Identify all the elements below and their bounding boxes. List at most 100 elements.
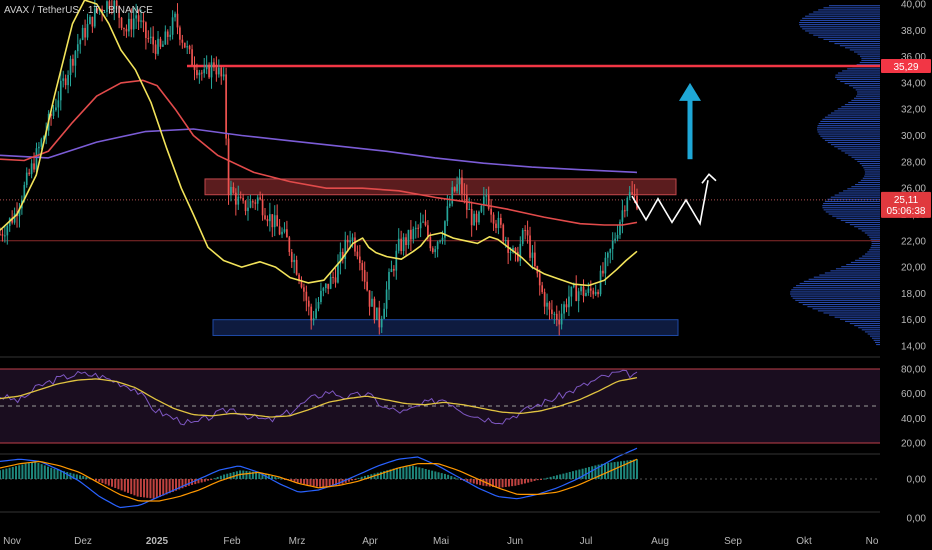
volume-profile-bar xyxy=(830,144,880,146)
macd-histogram-bar xyxy=(424,469,427,479)
volume-profile-bar xyxy=(864,331,880,333)
volume-profile-bar xyxy=(841,150,880,152)
macd-histogram-bar xyxy=(309,479,312,486)
macd-histogram-bar xyxy=(280,478,283,480)
macd-histogram-bar xyxy=(56,469,59,479)
macd-histogram-bar xyxy=(8,467,11,479)
volume-profile-bar xyxy=(793,287,880,289)
volume-profile-bar xyxy=(822,118,880,120)
candle-body xyxy=(35,148,38,170)
macd-histogram-bar xyxy=(277,477,280,479)
macd-histogram-bar xyxy=(37,462,40,479)
candle-body xyxy=(276,215,279,227)
candle-body xyxy=(244,200,247,212)
volume-profile-bar xyxy=(832,215,880,217)
candle-body xyxy=(205,64,208,70)
volume-profile-bar xyxy=(824,272,880,274)
macd-histogram-bar xyxy=(15,466,18,479)
macd-histogram-bar xyxy=(565,472,568,479)
macd-histogram-bar xyxy=(479,479,482,486)
macd-histogram-bar xyxy=(568,471,571,479)
macd-histogram-bar xyxy=(392,468,395,479)
candle-body xyxy=(256,197,259,204)
macd-histogram-bar xyxy=(50,467,53,479)
candle-body xyxy=(6,225,9,236)
time-axis[interactable]: Nov Dez 2025 Feb Mrz Apr Mai Jun Jul Aug Sep Okt No xyxy=(3,536,879,547)
macd-histogram-bar xyxy=(328,479,331,488)
volume-profile-bar xyxy=(835,76,880,78)
macd-histogram-bar xyxy=(437,472,440,479)
volume-profile-bar xyxy=(870,247,880,249)
rsi-pane[interactable] xyxy=(0,368,880,444)
volume-profile-bar xyxy=(839,45,880,47)
candle-body xyxy=(602,270,604,274)
volume-profile-bar xyxy=(858,327,880,329)
macd-histogram-bar xyxy=(82,476,85,479)
candle-body xyxy=(371,298,373,307)
candle-body xyxy=(619,221,621,235)
macd-histogram-bar xyxy=(18,465,21,479)
candle-body xyxy=(543,292,546,307)
candle-body xyxy=(358,256,361,264)
volume-profile-bar xyxy=(869,335,880,337)
candle-body xyxy=(419,222,422,229)
macd-histogram-bar xyxy=(159,479,162,497)
candle-body xyxy=(13,213,16,223)
candle-body xyxy=(519,243,522,261)
macd-histogram-bar xyxy=(523,479,526,484)
volume-profile-bar xyxy=(828,40,880,43)
macd-histogram-bar xyxy=(136,479,139,497)
macd-pane[interactable] xyxy=(0,356,880,513)
macd-histogram-bar xyxy=(111,479,114,487)
macd-histogram-bar xyxy=(299,479,302,484)
volume-profile-bar xyxy=(827,114,880,116)
price-axis[interactable]: 40,00 38,00 36,00 34,00 32,00 30,00 28,00 26,00… xyxy=(880,0,932,550)
candle-body xyxy=(565,304,568,308)
candle-body xyxy=(446,206,449,222)
macd-histogram-bar xyxy=(2,469,5,479)
candle-body xyxy=(497,217,500,229)
volume-profile-bar xyxy=(847,188,880,190)
projection-drawings[interactable] xyxy=(631,82,717,226)
macd-histogram-bar xyxy=(203,479,206,482)
candle-body xyxy=(636,195,638,209)
macd-histogram-bar xyxy=(443,473,446,479)
macd-histogram-bar xyxy=(200,479,203,483)
candle-body xyxy=(28,172,31,175)
candle-body xyxy=(329,276,332,289)
time-tick-label: No xyxy=(866,536,879,547)
candle-body xyxy=(480,205,483,212)
volume-profile-bar xyxy=(876,343,880,346)
candle-body xyxy=(385,289,388,309)
volume-profile-bar xyxy=(800,19,880,21)
macd-histogram-bar xyxy=(258,472,261,479)
macd-histogram-bar xyxy=(501,479,504,488)
macd-histogram-bar xyxy=(181,479,184,489)
macd-histogram-bar xyxy=(248,471,251,479)
volume-profile-bar xyxy=(807,306,880,308)
candle-body xyxy=(220,67,223,77)
macd-histogram-bar xyxy=(88,478,91,480)
macd-histogram-bar xyxy=(466,479,469,482)
volume-profile-bar xyxy=(840,219,880,221)
volume-profile-bar xyxy=(835,268,880,270)
candle-body xyxy=(50,114,52,116)
macd-histogram-bar xyxy=(306,479,309,485)
candle-body xyxy=(305,291,308,301)
candle-body xyxy=(463,193,466,195)
macd-histogram-bar xyxy=(219,475,222,479)
candle-body xyxy=(152,36,155,45)
candle-body xyxy=(529,235,531,258)
macd-histogram-bar xyxy=(386,470,389,479)
volume-profile-bar xyxy=(858,257,880,259)
volume-profile-bar xyxy=(840,80,880,83)
macd-histogram-bar xyxy=(168,479,171,494)
macd-histogram-bar xyxy=(165,479,168,495)
candle-body xyxy=(300,280,303,288)
volume-profile-bar xyxy=(805,30,880,32)
candle-body xyxy=(108,1,111,10)
volume-profile-bar xyxy=(813,276,880,278)
